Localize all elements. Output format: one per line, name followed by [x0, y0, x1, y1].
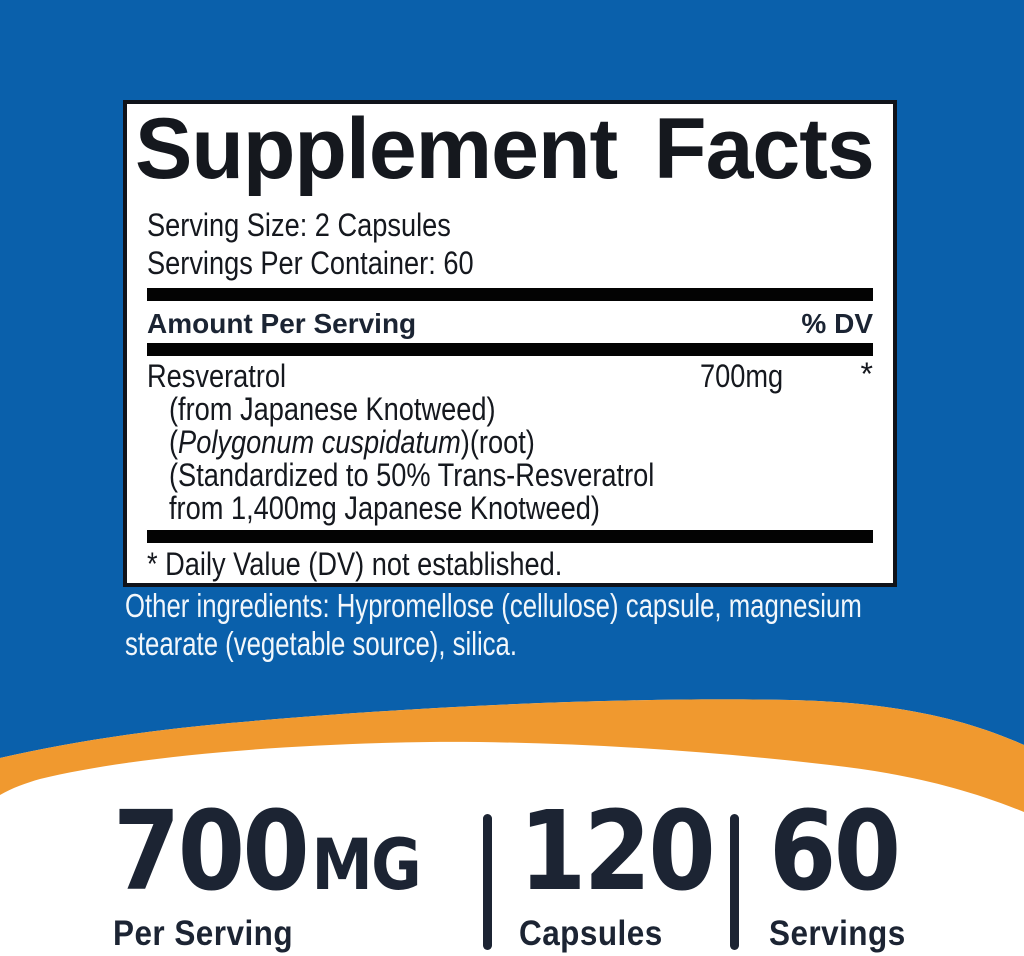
percent-dv-header: % DV — [801, 308, 873, 339]
stat-divider — [483, 814, 492, 950]
stat-servings-value-row: 60 — [769, 796, 903, 906]
stat-divider — [730, 814, 739, 950]
ingredient-detail-line-latin: (Polygonum cuspidatum)(root) — [169, 426, 654, 459]
stat-per-serving-unit: MG — [311, 824, 422, 906]
stat-per-serving-value-row: 700 MG — [113, 787, 422, 915]
orange-swoosh-shape — [0, 699, 1024, 812]
ingredient-details: (from Japanese Knotweed) (Polygonum cusp… — [169, 393, 654, 525]
stat-per-serving-value: 700 — [113, 787, 310, 915]
thick-divider-bar-top — [147, 288, 873, 301]
amount-header-row: Amount Per Serving % DV — [147, 308, 873, 340]
stat-capsules: 120 Capsules — [519, 796, 740, 954]
ingredient-dv-asterisk: * — [860, 356, 873, 392]
panel-title: Supplement Facts — [135, 101, 875, 197]
ingredient-amount: 700mg — [700, 358, 784, 394]
servings-per-container-line: Servings Per Container: 60 — [147, 245, 474, 281]
ingredient-detail-line: (from Japanese Knotweed) — [169, 391, 496, 427]
latin-open-paren: ( — [169, 424, 179, 460]
other-ingredients-line-1: Other ingredients: Hypromellose (cellulo… — [125, 587, 862, 624]
stat-servings-value: 60 — [769, 787, 901, 915]
stat-servings: 60 Servings — [769, 796, 921, 954]
latin-botanical-name: Polygonum cuspidatum — [178, 424, 461, 460]
ingredient-name: Resveratrol — [147, 358, 287, 394]
stat-servings-label: Servings — [769, 914, 906, 953]
ingredient-row: Resveratrol 700mg * — [147, 356, 873, 394]
dv-footnote: * Daily Value (DV) not established. — [147, 546, 563, 582]
stat-per-serving: 700 MG Per Serving — [113, 796, 462, 954]
supplement-facts-panel: Supplement Facts Serving Size: 2 Capsule… — [123, 100, 897, 587]
other-ingredients-line-2: stearate (vegetable source), silica. — [125, 625, 518, 662]
thick-divider-bar-middle — [147, 343, 873, 356]
stat-capsules-value-row: 120 — [519, 787, 716, 915]
ingredient-detail-line: (Standardized to 50% Trans-Resveratrol — [169, 457, 655, 493]
stat-capsules-value: 120 — [519, 787, 716, 915]
serving-size-line: Serving Size: 2 Capsules — [147, 207, 451, 243]
amount-per-serving-header: Amount Per Serving — [147, 308, 417, 339]
latin-close-part: )(root) — [460, 424, 535, 460]
thick-divider-bar-bottom — [147, 530, 873, 543]
stat-per-serving-label: Per Serving — [113, 914, 294, 953]
stat-capsules-label: Capsules — [519, 914, 663, 953]
ingredient-detail-line: from 1,400mg Japanese Knotweed) — [169, 490, 600, 526]
